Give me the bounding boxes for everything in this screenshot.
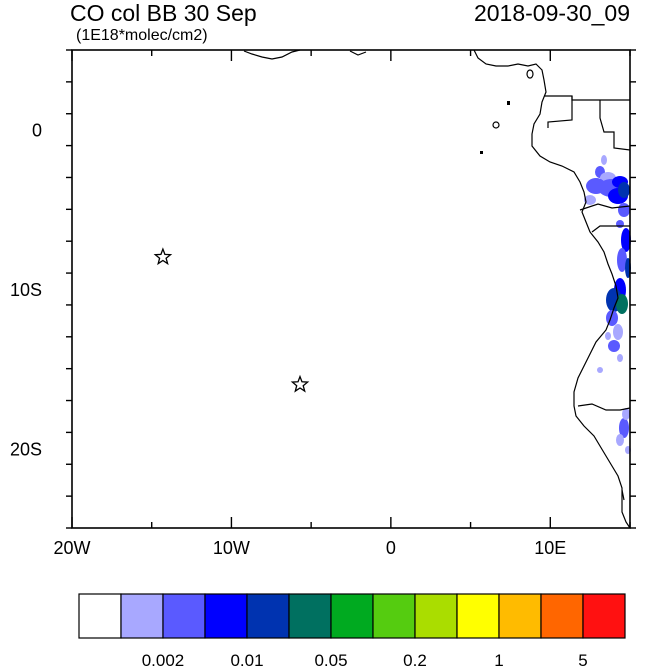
border-cameroon [544,95,630,101]
co-plume-cell [584,195,596,205]
colorbar-label: 0.2 [403,651,427,667]
island-principe [507,101,510,105]
x-tick-label: 20W [53,538,90,558]
co-plume-cell [617,354,623,362]
colorbar-box [330,593,374,639]
colorbar-box [288,593,332,639]
coastline-north-fragment [349,50,367,56]
border-namibia-east [621,489,625,501]
colorbar-label: 1 [494,651,503,667]
colorbar-box [498,593,542,639]
colorbar-box [246,593,290,639]
axis-tick-labels: 20W 10W 0 10E 0 10S 20S [10,121,566,558]
axis-ticks [66,49,636,529]
colorbar-box [162,593,206,639]
island-sao-tome [492,121,500,129]
colorbar-box [120,593,164,639]
colorbar-box [204,593,248,639]
colorbar-box [78,593,122,639]
map-frame [71,49,631,529]
co-plume-cell [618,203,630,217]
colorbar-box [540,593,584,639]
colorbar-box [456,593,500,639]
colorbar-box [414,593,458,639]
star-marker-1 [153,247,173,266]
units-subtitle: (1E18*molec/cm2) [76,27,208,44]
colorbar-label: 0.05 [314,651,347,667]
border-drc-angola [591,225,630,233]
map-title: CO col BB 30 Sep [70,0,257,26]
co-plume-cell [597,367,603,373]
island-bioko [526,69,534,79]
border-congo [599,100,631,151]
marker-layer [153,247,310,393]
co-plume-cell [605,332,611,340]
star-marker-2 [290,374,310,393]
colorbar-box [372,593,416,639]
y-tick-label: 0 [32,121,42,141]
co-plume-cell [617,248,627,272]
co-plume-layer [584,155,631,454]
island-annobon [480,151,483,154]
coastline-west-africa [473,49,631,529]
border-drc-angola-north [579,203,631,211]
co-plume-cell [619,418,629,438]
border-angola-namibia [577,403,631,411]
colorbar-box [582,593,626,639]
colorbar: 0.002 0.01 0.05 0.2 1 5 [78,593,626,667]
datetime-title: 2018-09-30_09 [473,0,630,26]
co-plume-cell [601,155,607,165]
co-plume-cell [616,220,624,228]
co-plume-cell [621,228,631,252]
coastline-layer [243,49,631,529]
co-plume-cell [613,324,623,340]
colorbar-label: 5 [578,651,587,667]
co-plume-cell [622,408,630,420]
co-plume-cell [616,294,628,314]
y-tick-label: 10S [10,280,42,300]
x-tick-label: 10E [534,538,566,558]
x-tick-label: 0 [386,538,396,558]
co-plume-cell [616,434,624,446]
co-plume-cell [608,340,620,352]
coastline-north-fragment [243,49,301,60]
y-tick-label: 20S [10,439,42,459]
co-plume-cell [618,182,630,198]
colorbar-label: 0.002 [142,651,185,667]
border-gabon-congo [547,96,573,128]
colorbar-label: 0.01 [230,651,263,667]
x-tick-label: 10W [213,538,250,558]
